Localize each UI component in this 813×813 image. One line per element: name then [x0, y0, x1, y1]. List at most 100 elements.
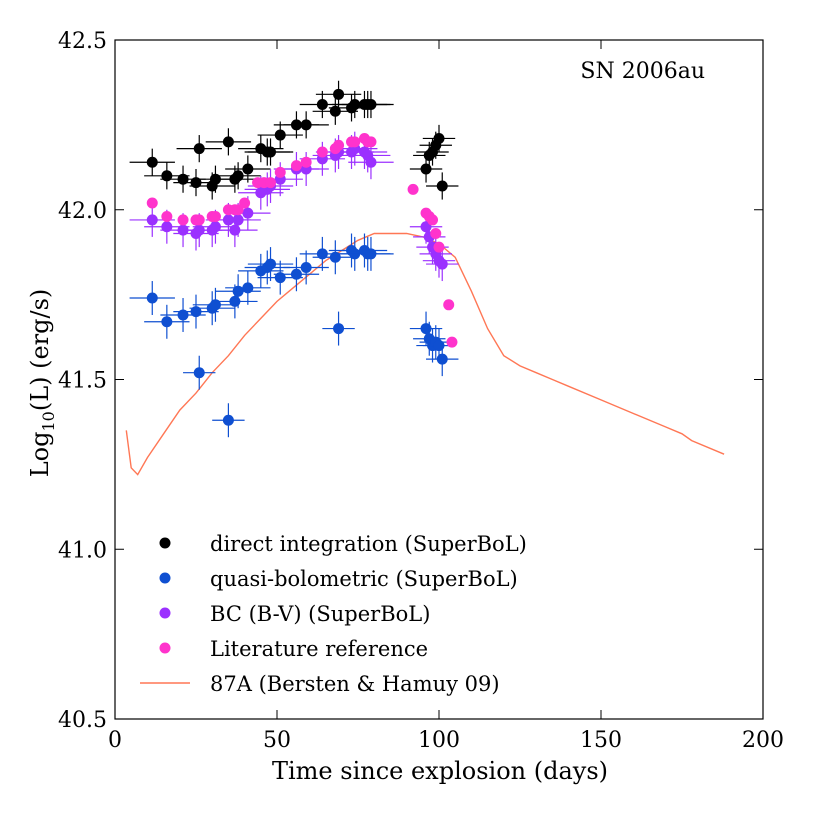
data-point	[190, 177, 202, 189]
legend-label-model: 87A (Bersten & Hamuy 09)	[210, 672, 500, 696]
data-point	[242, 163, 254, 175]
plot-area	[125, 80, 725, 476]
data-point	[365, 136, 377, 148]
data-point	[430, 228, 442, 240]
data-point	[177, 173, 189, 185]
data-point	[290, 160, 302, 172]
data-point	[349, 136, 361, 148]
data-point	[232, 170, 244, 182]
legend-marker-bc-b-v	[159, 607, 171, 619]
data-point	[229, 224, 241, 236]
data-point	[146, 214, 158, 226]
y-tick-label: 42.0	[58, 199, 107, 224]
data-point	[365, 99, 377, 111]
legend-label-literature-reference: Literature reference	[210, 637, 428, 661]
data-point	[161, 170, 173, 182]
data-point	[242, 207, 254, 219]
plot-layer	[125, 80, 725, 476]
data-point	[420, 323, 432, 335]
legend-marker-direct-integration	[159, 537, 171, 549]
data-point	[300, 261, 312, 273]
data-point	[407, 183, 419, 195]
y-tick-label: 40.5	[58, 708, 107, 733]
y-tick-label: 42.5	[58, 29, 107, 54]
x-tick-label: 0	[108, 728, 122, 753]
data-point	[365, 248, 377, 260]
data-point	[222, 136, 234, 148]
data-point	[146, 156, 158, 168]
data-point	[433, 132, 445, 144]
data-point	[209, 211, 221, 223]
legend-label-direct-integration: direct integration (SuperBoL)	[210, 532, 527, 556]
data-point	[300, 156, 312, 168]
data-point	[329, 251, 341, 263]
data-point	[290, 268, 302, 280]
data-point	[161, 211, 173, 223]
axes-layer: 0 50 100 150 200 40.5 41.0 41.5 42.0 42.5	[58, 29, 784, 753]
data-point	[190, 306, 202, 318]
data-point	[265, 146, 277, 158]
data-point	[300, 119, 312, 131]
x-tick-label: 200	[742, 728, 784, 753]
data-point	[316, 99, 328, 111]
data-point	[232, 285, 244, 297]
legend-label-quasi-bolometric: quasi-bolometric (SuperBoL)	[210, 567, 518, 591]
data-point	[329, 105, 341, 117]
x-tick-label: 50	[263, 728, 291, 753]
data-point	[436, 180, 448, 192]
data-point	[433, 241, 445, 253]
data-point	[446, 336, 458, 348]
data-point	[316, 248, 328, 260]
data-point	[242, 282, 254, 294]
y-tick-label: 41.0	[58, 538, 107, 563]
data-point	[177, 214, 189, 226]
data-point	[365, 156, 377, 168]
series-direct-integration	[129, 80, 459, 200]
series-literature-reference	[146, 132, 458, 348]
data-point	[232, 214, 244, 226]
data-point	[265, 258, 277, 270]
data-point	[443, 299, 455, 311]
data-point	[316, 146, 328, 158]
data-point	[209, 299, 221, 311]
legend: direct integration (SuperBoL) quasi-bolom…	[140, 532, 527, 696]
data-point	[265, 177, 277, 189]
data-point	[436, 353, 448, 365]
x-axis-label: Time since explosion (days)	[272, 757, 608, 785]
y-tick-label: 41.5	[58, 369, 107, 394]
y-axis-label-rest: (L) (erg/s)	[26, 289, 54, 411]
data-point	[333, 139, 345, 151]
data-point	[146, 292, 158, 304]
data-point	[427, 214, 439, 226]
data-point	[193, 214, 205, 226]
data-point	[436, 258, 448, 270]
data-point	[333, 88, 345, 100]
data-point	[274, 272, 286, 284]
data-point	[161, 221, 173, 233]
data-point	[146, 197, 158, 209]
chart-annotation: SN 2006au	[580, 59, 705, 84]
data-point	[333, 323, 345, 335]
data-point	[193, 367, 205, 379]
legend-marker-quasi-bolometric	[159, 572, 171, 584]
legend-marker-literature-reference	[159, 642, 171, 654]
y-axis-label-main: Log	[26, 432, 54, 478]
y-axis-label-sub: 10	[39, 411, 58, 431]
data-point	[229, 295, 241, 307]
legend-label-bc-b-v: BC (B-V) (SuperBoL)	[210, 602, 430, 626]
data-point	[161, 316, 173, 328]
data-point	[209, 221, 221, 233]
series-quasi-bolometric	[129, 233, 459, 438]
y-axis-label: Log10(L) (erg/s)	[26, 289, 58, 478]
data-point	[420, 163, 432, 175]
x-tick-label: 100	[418, 728, 460, 753]
data-point	[177, 309, 189, 321]
data-point	[239, 197, 251, 209]
data-point	[274, 129, 286, 141]
x-tick-label: 150	[580, 728, 622, 753]
data-point	[193, 143, 205, 155]
data-point	[274, 166, 286, 178]
series-bc-b-v	[129, 131, 459, 282]
data-point	[222, 414, 234, 426]
